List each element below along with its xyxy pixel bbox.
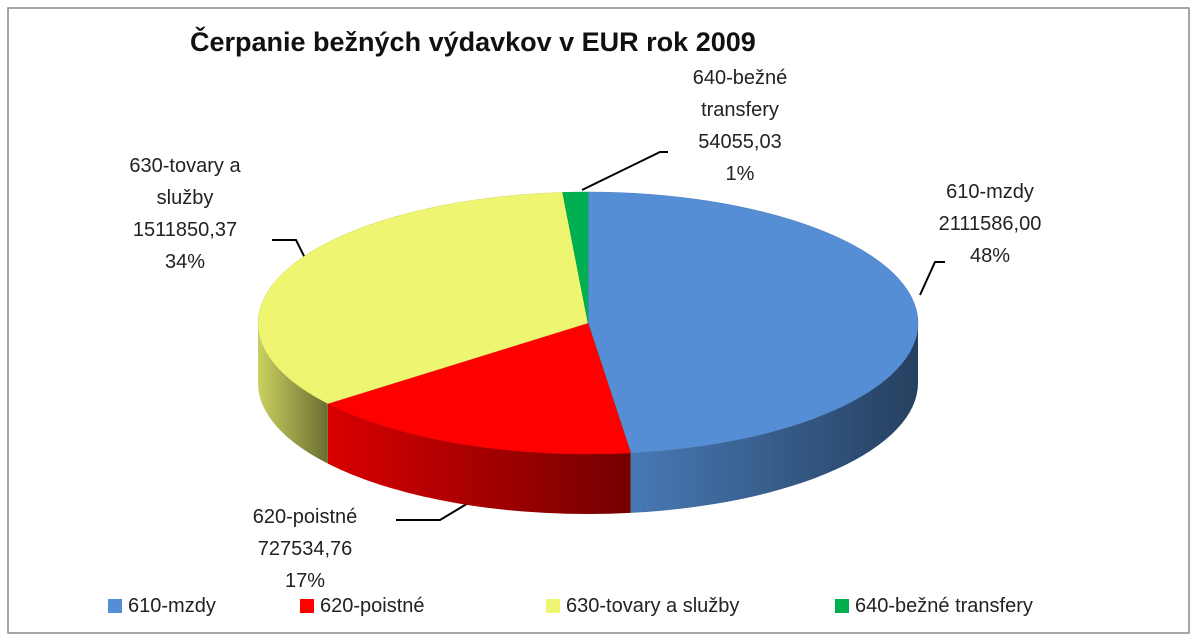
data-label-percent: 48%	[969, 245, 1011, 267]
leader-line	[581, 151, 668, 191]
data-label-value: 727534,76	[257, 538, 353, 560]
pie-slice	[587, 191, 919, 454]
data-label: 620-poistné 727534,76 17%	[195, 501, 415, 597]
pie-tops	[257, 191, 919, 455]
leader-lines	[272, 151, 945, 521]
pie-side	[327, 403, 631, 514]
legend-label: 640-bežné transfery	[855, 595, 1033, 617]
data-label-value: 2111586,00	[938, 213, 1042, 235]
pie-slice	[562, 191, 589, 324]
pie-side	[258, 323, 328, 464]
legend-swatch	[300, 599, 314, 613]
data-label-value: 54055,03	[698, 131, 782, 153]
legend-label: 610-mzdy	[128, 595, 216, 617]
data-label-value: 1511850,37	[132, 219, 238, 241]
data-label-percent: 34%	[164, 251, 206, 273]
pie-slice	[327, 322, 632, 455]
data-label-category: 640-bežné transfery	[692, 67, 788, 121]
data-label: 640-bežné transfery 54055,03 1%	[675, 62, 805, 190]
data-label: 610-mzdy 2111586,00 48%	[880, 176, 1100, 272]
pie-slice	[257, 192, 589, 404]
legend-label: 620-poistné	[320, 595, 425, 617]
data-label-percent: 1%	[725, 163, 755, 185]
legend-swatch	[108, 599, 122, 613]
data-label-category: 610-mzdy	[946, 181, 1034, 203]
leader-line	[272, 239, 307, 261]
leader-line	[396, 501, 471, 521]
legend-swatch	[546, 599, 560, 613]
data-label-category: 620-poistné	[252, 506, 358, 528]
pie-sides	[258, 323, 918, 514]
legend-swatch	[835, 599, 849, 613]
leader-line	[919, 261, 945, 296]
legend-label: 630-tovary a služby	[566, 595, 740, 617]
data-label-category: 630-tovary a služby	[129, 155, 241, 209]
data-label-percent: 17%	[284, 570, 326, 592]
data-label: 630-tovary a služby 1511850,37 34%	[100, 150, 270, 278]
chart-title: Čerpanie bežných výdavkov v EUR rok 2009	[190, 26, 756, 57]
pie-side	[630, 323, 918, 513]
